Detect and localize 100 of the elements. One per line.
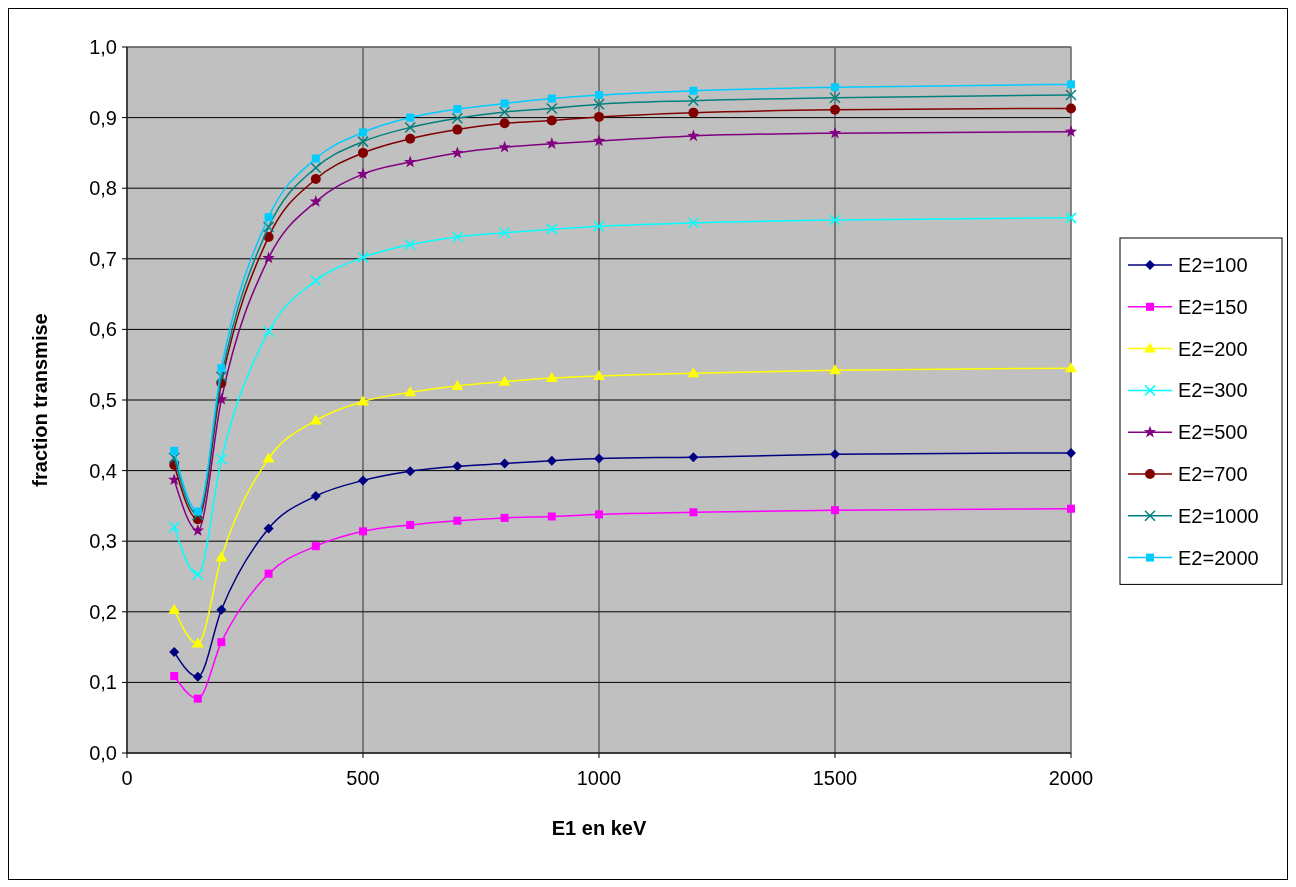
point — [168, 473, 181, 486]
point — [215, 453, 228, 466]
legend-label: E2=2000 — [1178, 546, 1259, 569]
point — [687, 217, 700, 229]
point — [310, 174, 321, 185]
point — [828, 126, 842, 139]
point — [499, 118, 510, 129]
point — [451, 231, 464, 243]
point — [357, 135, 369, 148]
point — [404, 238, 416, 251]
point — [1065, 89, 1077, 101]
point — [593, 98, 605, 110]
point — [829, 214, 841, 226]
point — [687, 367, 700, 378]
x-tick-label: 0 — [121, 767, 133, 789]
point — [358, 147, 368, 158]
point — [310, 274, 322, 287]
point — [546, 223, 558, 235]
point — [1065, 362, 1077, 373]
point — [453, 516, 462, 525]
point — [546, 102, 558, 115]
point — [215, 370, 228, 383]
point — [498, 140, 511, 153]
point — [406, 520, 415, 529]
point — [217, 364, 226, 373]
point — [192, 509, 204, 521]
y-tick-label: 0,3 — [89, 530, 117, 553]
point — [688, 107, 699, 118]
point — [546, 455, 557, 466]
point — [829, 92, 841, 104]
point — [500, 513, 509, 522]
point — [262, 325, 275, 338]
point — [406, 113, 415, 122]
point — [216, 604, 227, 615]
point — [831, 506, 839, 515]
point — [452, 461, 463, 472]
point — [310, 161, 322, 174]
point — [309, 414, 322, 425]
point — [168, 452, 180, 464]
y-tick-label: 0,1 — [89, 671, 117, 694]
point — [547, 94, 556, 103]
legend-label: E2=100 — [1178, 254, 1248, 276]
point — [1065, 212, 1077, 224]
legend-label: E2=150 — [1178, 295, 1248, 318]
point — [593, 370, 605, 380]
point — [546, 115, 557, 126]
point — [262, 221, 275, 233]
y-tick-label: 0,6 — [89, 318, 117, 341]
point — [168, 603, 181, 614]
point — [1064, 125, 1078, 137]
point — [547, 512, 556, 521]
point — [356, 167, 370, 180]
point — [500, 99, 509, 108]
point — [191, 637, 204, 648]
point — [264, 213, 273, 222]
point — [359, 128, 367, 137]
x-axis-title: E1 en keV — [551, 817, 647, 839]
x-tick-label: 1500 — [812, 767, 858, 789]
y-tick-label: 1,0 — [89, 36, 117, 58]
point — [594, 453, 604, 464]
point — [595, 91, 603, 100]
point — [193, 694, 202, 703]
point — [192, 568, 204, 581]
point — [168, 521, 180, 533]
point — [262, 452, 275, 463]
point — [310, 491, 321, 502]
point — [1066, 447, 1076, 458]
legend-label: E2=500 — [1178, 421, 1248, 444]
x-tick-label: 2000 — [1048, 767, 1094, 789]
point — [498, 106, 511, 118]
y-tick-label: 0,0 — [89, 742, 117, 764]
point — [405, 133, 416, 144]
point — [595, 510, 603, 519]
point — [498, 375, 511, 386]
point — [169, 647, 180, 658]
point — [593, 220, 605, 233]
point — [830, 104, 840, 115]
point — [545, 137, 558, 149]
point — [405, 466, 416, 477]
y-tick-label: 0,8 — [89, 177, 117, 200]
point — [217, 638, 226, 647]
legend-label: E2=200 — [1178, 337, 1248, 360]
point — [357, 251, 369, 264]
point — [594, 111, 604, 122]
legend-label: E2=300 — [1178, 379, 1248, 402]
x-tick-label: 1000 — [576, 767, 622, 789]
point — [451, 112, 464, 125]
legend-label: E2=700 — [1178, 463, 1248, 485]
point — [687, 129, 700, 142]
point — [830, 449, 840, 460]
point — [215, 551, 228, 562]
point — [358, 475, 368, 486]
point — [1066, 103, 1076, 114]
point — [170, 672, 179, 681]
point — [688, 452, 699, 463]
point — [499, 458, 510, 469]
point — [545, 372, 558, 383]
y-tick-label: 0,7 — [89, 247, 117, 270]
point — [357, 395, 369, 406]
point — [193, 507, 202, 516]
